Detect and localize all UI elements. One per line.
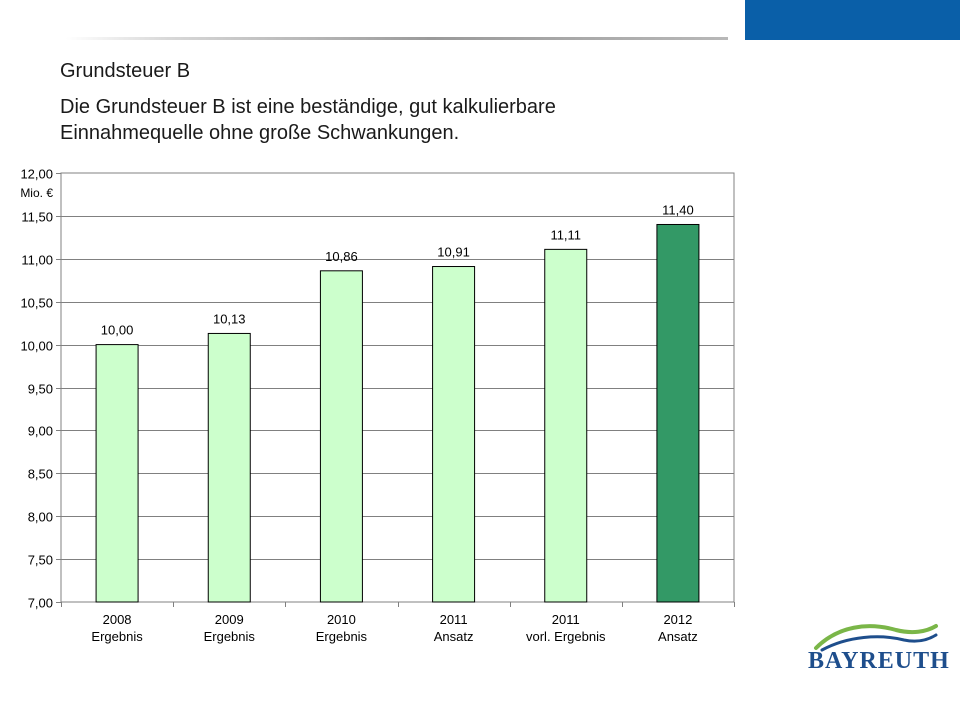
slide-title: Grundsteuer B: [60, 60, 191, 82]
y-tick-label: 11,50: [21, 210, 53, 225]
x-tick-label: 2012: [663, 612, 692, 627]
x-tick-label: 2009: [215, 612, 244, 627]
y-tick-label: 9,00: [28, 424, 53, 439]
data-label: 10,86: [325, 249, 358, 264]
y-tick-label: 8,50: [28, 467, 53, 482]
x-tick-sublabel: vorl. Ergebnis: [526, 629, 606, 644]
y-tick-label: 11,00: [21, 253, 53, 268]
x-tick-sublabel: Ansatz: [658, 629, 698, 644]
y-tick-label: 10,50: [20, 296, 53, 311]
y-tick-label: 8,00: [28, 510, 53, 525]
hills-icon: [814, 624, 938, 652]
data-label: 10,00: [101, 323, 134, 338]
x-tick-label: 2008: [103, 612, 132, 627]
bar: [319, 270, 363, 603]
bar: [207, 332, 251, 603]
data-label: 10,13: [213, 311, 246, 326]
y-tick-label: 7,00: [28, 596, 53, 611]
x-tick-sublabel: Ergebnis: [204, 629, 256, 644]
y-tick-label: 9,50: [28, 382, 53, 397]
plot-area: [60, 172, 735, 603]
y-tick-label: 7,50: [28, 553, 53, 568]
y-unit-label: Mio. €: [20, 186, 53, 200]
x-tick-sublabel: Ergebnis: [316, 629, 368, 644]
bar: [95, 344, 139, 603]
bar: [432, 266, 476, 603]
bar: [656, 223, 700, 603]
data-label: 11,40: [662, 202, 694, 217]
y-tick-label: 10,00: [20, 339, 53, 354]
y-tick-label: 12,00: [20, 167, 53, 182]
data-label: 10,91: [437, 245, 470, 260]
x-tick-label: 2010: [327, 612, 356, 627]
x-tick-sublabel: Ergebnis: [91, 629, 143, 644]
bayreuth-logo: BAYREUTH: [808, 618, 950, 680]
header-rule: [66, 37, 728, 40]
x-tick-label: 2011: [440, 612, 468, 627]
x-tick-label: 2011: [552, 612, 580, 627]
slide-subtitle: Die Grundsteuer B ist eine beständige, g…: [60, 96, 556, 144]
brand-block: [745, 0, 960, 40]
bar: [544, 248, 588, 603]
data-label: 11,11: [550, 227, 581, 242]
logo-text: BAYREUTH: [808, 648, 950, 674]
x-tick-sublabel: Ansatz: [434, 629, 474, 644]
